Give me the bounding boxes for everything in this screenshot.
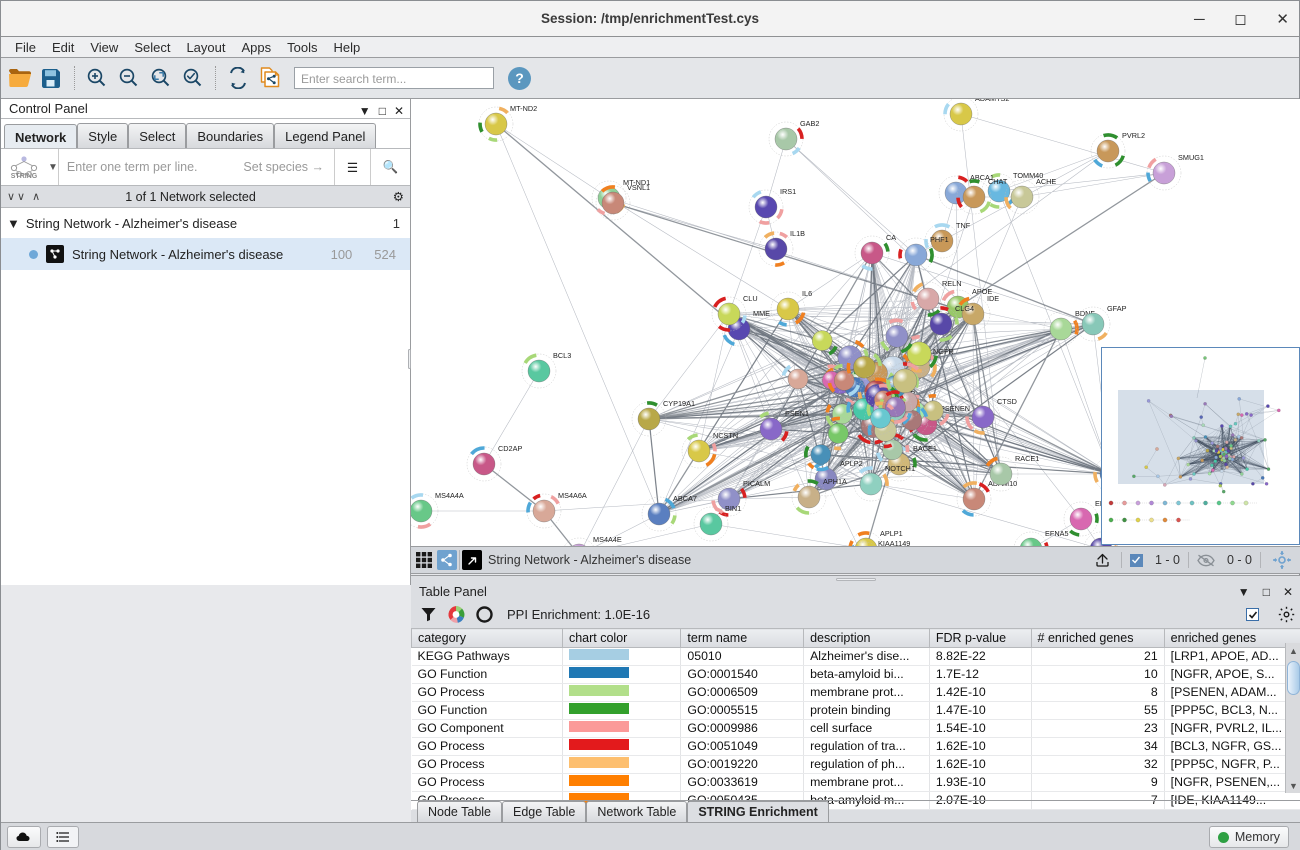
svg-text:RACE1: RACE1	[1015, 454, 1039, 463]
svg-text:MT-ND2: MT-ND2	[510, 104, 537, 113]
svg-text:CD2AP: CD2AP	[498, 444, 522, 453]
svg-text:IL1B: IL1B	[790, 229, 805, 238]
svg-text:NGFR: NGFR	[933, 347, 954, 356]
svg-text:NCSTN: NCSTN	[713, 431, 738, 440]
svg-text:KIAA1149: KIAA1149	[878, 539, 910, 546]
svg-text:RELN: RELN	[942, 279, 961, 288]
svg-text:EFNA5: EFNA5	[1045, 529, 1069, 538]
svg-text:CHAT: CHAT	[988, 177, 1008, 186]
svg-text:APLP1: APLP1	[880, 529, 903, 538]
svg-text:ADAMTS2: ADAMTS2	[975, 99, 1009, 103]
svg-text:GFAP: GFAP	[1107, 304, 1127, 313]
svg-text:CLG4: CLG4	[955, 304, 974, 313]
svg-text:APLP2: APLP2	[840, 459, 863, 468]
svg-text:PSENEN: PSENEN	[940, 404, 970, 413]
svg-text:IL6: IL6	[802, 289, 812, 298]
svg-text:APH1A: APH1A	[823, 477, 847, 486]
svg-text:IRS1: IRS1	[780, 187, 796, 196]
svg-text:IDE: IDE	[987, 294, 999, 303]
svg-text:GAB2: GAB2	[800, 119, 819, 128]
svg-text:PHF1: PHF1	[930, 235, 949, 244]
svg-text:CYP19A1: CYP19A1	[663, 399, 695, 408]
svg-text:VSNL1: VSNL1	[627, 183, 650, 192]
svg-text:MS4A4A: MS4A4A	[435, 491, 464, 500]
svg-text:MS4A6A: MS4A6A	[558, 491, 587, 500]
svg-text:CTSD: CTSD	[997, 397, 1017, 406]
svg-text:SMUG1: SMUG1	[1178, 153, 1204, 162]
svg-text:CA: CA	[886, 233, 896, 242]
svg-text:TNF: TNF	[956, 221, 971, 230]
svg-text:PICALM: PICALM	[743, 479, 770, 488]
svg-text:BCL3: BCL3	[553, 351, 571, 360]
svg-text:MS4A4E: MS4A4E	[593, 535, 622, 544]
svg-text:ACHE: ACHE	[1036, 177, 1056, 186]
svg-text:BACE1: BACE1	[913, 444, 937, 453]
svg-text:CLU: CLU	[743, 294, 758, 303]
svg-text:MME: MME	[753, 309, 770, 318]
svg-text:PVRL2: PVRL2	[1122, 131, 1145, 140]
svg-text:PSEN1: PSEN1	[785, 409, 809, 418]
svg-text:BIN1: BIN1	[725, 504, 741, 513]
svg-text:ABCA7: ABCA7	[673, 494, 697, 503]
